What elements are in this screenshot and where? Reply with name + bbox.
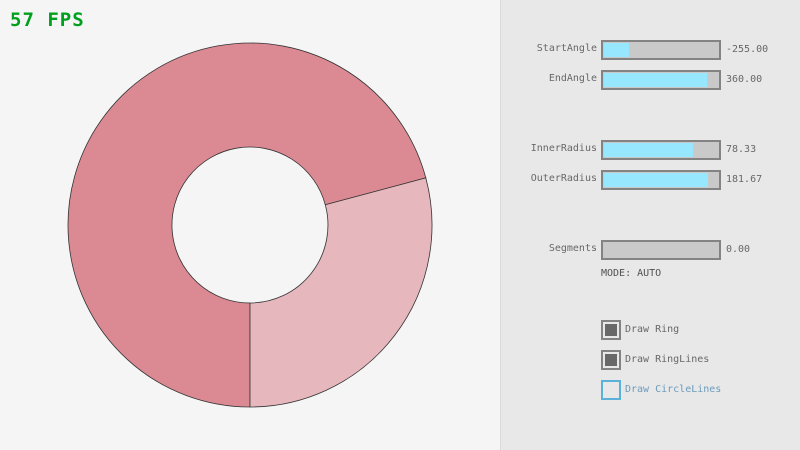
slider-label: OuterRadius xyxy=(530,173,597,184)
start-angle-slider[interactable]: StartAngle -255.00 xyxy=(501,40,800,60)
draw-ring-lines-checkbox[interactable]: Draw RingLines xyxy=(601,350,800,370)
outer-radius-slider[interactable]: OuterRadius 181.67 xyxy=(501,170,800,190)
slider-label: EndAngle xyxy=(548,73,597,84)
slider-value: 181.67 xyxy=(726,174,763,185)
slider-label: Segments xyxy=(548,243,597,254)
checkbox[interactable] xyxy=(601,380,621,400)
fps-counter: 57 FPS xyxy=(10,9,85,31)
slider-track[interactable] xyxy=(601,240,721,260)
checkbox[interactable] xyxy=(601,320,621,340)
slider-label: StartAngle xyxy=(536,43,597,54)
controls-panel: StartAngle -255.00 EndAngle 360.00 Inner… xyxy=(500,0,800,450)
check-mark xyxy=(605,354,617,366)
slider-track[interactable] xyxy=(601,40,721,60)
draw-circle-lines-checkbox[interactable]: Draw CircleLines xyxy=(601,380,800,400)
slider-track[interactable] xyxy=(601,70,721,90)
slider-value: 78.33 xyxy=(726,144,757,155)
inner-radius-slider[interactable]: InnerRadius 78.33 xyxy=(501,140,800,160)
slider-value: 0.00 xyxy=(726,244,751,255)
ring-sector xyxy=(249,177,433,408)
checkbox-label: Draw Ring xyxy=(625,324,680,335)
draw-ring-checkbox[interactable]: Draw Ring xyxy=(601,320,800,340)
ring-canvas xyxy=(67,42,433,408)
slider-track[interactable] xyxy=(601,170,721,190)
slider-value: 360.00 xyxy=(726,74,763,85)
checkbox-label: Draw RingLines xyxy=(625,354,710,365)
slider-value: -255.00 xyxy=(726,44,769,55)
checkbox[interactable] xyxy=(601,350,621,370)
ring-overlap-sector xyxy=(67,42,427,408)
slider-fill xyxy=(604,143,694,157)
check-mark xyxy=(605,324,617,336)
end-angle-slider[interactable]: EndAngle 360.00 xyxy=(501,70,800,90)
slider-track[interactable] xyxy=(601,140,721,160)
mode-label: MODE: AUTO xyxy=(601,268,662,279)
slider-fill xyxy=(604,43,629,57)
checkbox-label: Draw CircleLines xyxy=(625,384,722,395)
slider-fill xyxy=(604,73,707,87)
slider-fill xyxy=(604,173,708,187)
segments-slider[interactable]: Segments 0.00 xyxy=(501,240,800,260)
slider-label: InnerRadius xyxy=(530,143,597,154)
